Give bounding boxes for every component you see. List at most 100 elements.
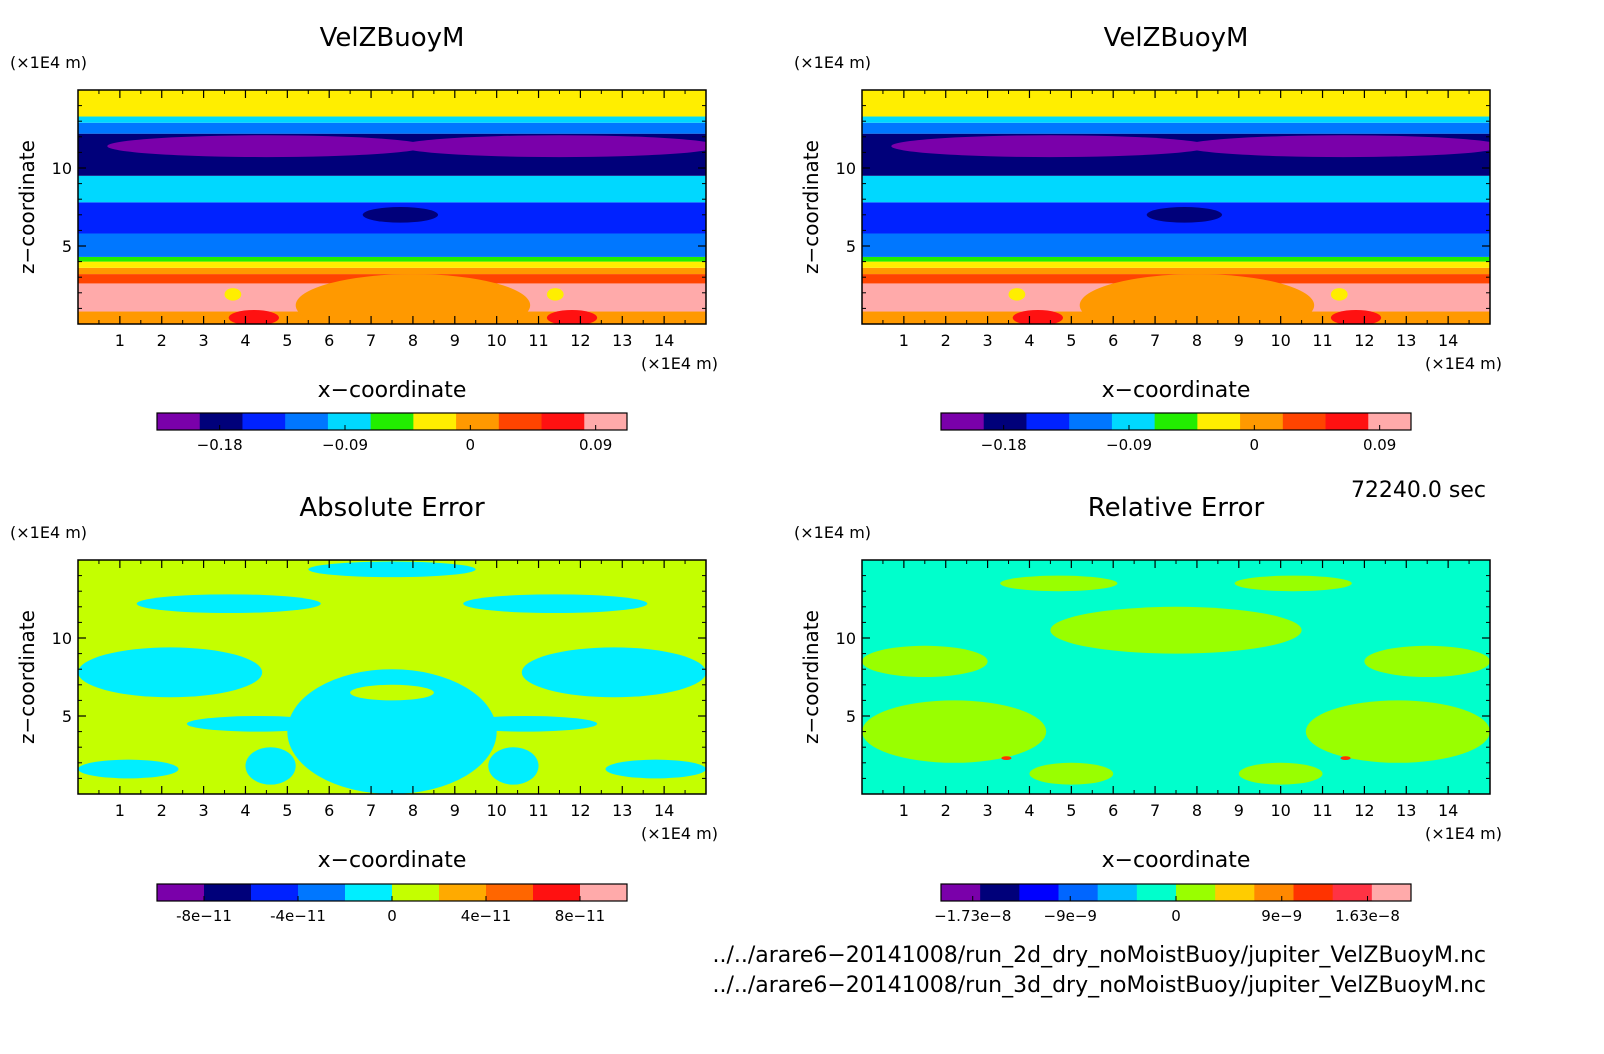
contour-feature-2 xyxy=(400,135,706,158)
colorbar-swatch-5 xyxy=(1111,413,1156,430)
x-tick-label: 2 xyxy=(941,801,951,820)
y-tick-label: 10 xyxy=(836,159,856,178)
contour-feature-5 xyxy=(1364,645,1490,678)
colorbar-tick-label: 8e−11 xyxy=(555,907,605,925)
y-axis-label: z−coordinate xyxy=(15,140,39,274)
y-unit-label: (×1E4 m) xyxy=(794,523,871,542)
x-tick-label: 8 xyxy=(408,331,418,350)
contour-feature-5 xyxy=(228,309,279,324)
x-axis-label: x−coordinate xyxy=(318,848,467,873)
x-tick-label: 5 xyxy=(282,331,292,350)
colorbar-tick-label: −0.18 xyxy=(981,436,1027,454)
x-tick-label: 10 xyxy=(486,801,506,820)
colorbar-swatch-6 xyxy=(392,884,440,901)
x-tick-label: 2 xyxy=(157,801,167,820)
x-unit-label: (×1E4 m) xyxy=(641,824,718,843)
contour-feature-11 xyxy=(488,747,539,785)
colorbar-tick-label: 0 xyxy=(1250,436,1260,454)
colorbar-swatch-6 xyxy=(1154,413,1198,430)
colorbar-swatch-5 xyxy=(1097,884,1138,901)
colorbar-swatch-5 xyxy=(345,884,393,901)
x-tick-label: 6 xyxy=(1108,331,1118,350)
colorbar-frame xyxy=(156,412,628,431)
colorbar-swatch-7 xyxy=(1197,413,1241,430)
y-tick-label: 10 xyxy=(52,159,72,178)
colorbar-swatch-4 xyxy=(1069,413,1113,430)
x-tick-label: 4 xyxy=(1024,801,1034,820)
colorbar-swatch-9 xyxy=(533,884,581,901)
colorbar-swatch-1 xyxy=(941,884,981,901)
chart-title: Absolute Error xyxy=(299,493,485,523)
contour-band-12 xyxy=(862,116,1490,123)
contour-band-9 xyxy=(78,175,706,203)
contour-feature-3 xyxy=(1146,207,1223,223)
file-path-1: ../../arare6−20141008/run_2d_dry_noMoist… xyxy=(712,943,1486,968)
y-tick-label: 10 xyxy=(52,629,72,648)
colorbar-swatch-3 xyxy=(1019,884,1059,901)
x-tick-label: 9 xyxy=(1234,801,1244,820)
contour-feature-6 xyxy=(1330,309,1382,324)
x-tick-label: 8 xyxy=(1192,331,1202,350)
contour-feature-10 xyxy=(1100,742,1252,768)
x-tick-label: 13 xyxy=(612,331,632,350)
x-tick-label: 13 xyxy=(1396,801,1416,820)
time-label: 72240.0 sec xyxy=(1350,478,1486,503)
x-tick-label: 6 xyxy=(324,331,334,350)
colorbar-swatch-2 xyxy=(983,413,1027,430)
x-tick-label: 1 xyxy=(899,801,909,820)
contour-band-5 xyxy=(862,261,1490,268)
x-tick-label: 7 xyxy=(366,331,376,350)
colorbar-swatch-7 xyxy=(439,884,487,901)
contour-feature-1 xyxy=(287,669,497,794)
colorbar: −0.18 −0.09 0 0.09 xyxy=(156,412,628,454)
y-axis-label: z−coordinate xyxy=(15,610,39,744)
x-tick-label: 12 xyxy=(570,331,590,350)
colorbar: −0.18 −0.09 0 0.09 xyxy=(940,412,1412,454)
colorbar-tick-label: -4e−11 xyxy=(270,907,326,925)
x-tick-label: 2 xyxy=(941,331,951,350)
y-tick-label: 10 xyxy=(836,629,856,648)
x-tick-label: 8 xyxy=(1192,801,1202,820)
contour-feature-13 xyxy=(354,641,430,657)
contour-feature-8 xyxy=(1029,762,1114,785)
contour-feature-6 xyxy=(186,716,330,732)
colorbar-swatch-4 xyxy=(298,884,346,901)
contour-feature-2 xyxy=(1184,135,1490,158)
contour-feature-9 xyxy=(605,759,706,779)
x-unit-label: (×1E4 m) xyxy=(1425,354,1502,373)
x-tick-label: 5 xyxy=(1066,801,1076,820)
colorbar-tick-label: −0.09 xyxy=(1106,436,1152,454)
x-tick-label: 1 xyxy=(899,331,909,350)
colorbar-swatch-3 xyxy=(1026,413,1070,430)
contour-feature-9 xyxy=(1238,762,1323,785)
contour-feature-4 xyxy=(1079,274,1315,324)
colorbar-tick-label: −0.09 xyxy=(322,436,368,454)
contour-feature-3 xyxy=(362,207,439,223)
colorbar-tick-label: 0 xyxy=(466,436,476,454)
x-tick-label: 11 xyxy=(528,801,548,820)
y-axis-label: z−coordinate xyxy=(799,610,823,744)
chart-title: VelZBuoyM xyxy=(320,23,465,53)
colorbar-swatch-12 xyxy=(1371,884,1412,901)
colorbar-swatch-1 xyxy=(157,884,205,901)
colorbar-tick-label: −0.18 xyxy=(197,436,243,454)
x-tick-label: 12 xyxy=(570,801,590,820)
contour-feature-4 xyxy=(136,594,321,614)
contour-field xyxy=(78,560,706,794)
colorbar-swatch-11 xyxy=(584,413,628,430)
contour-feature-12 xyxy=(308,561,476,578)
colorbar-tick-label: 0.09 xyxy=(1363,436,1396,454)
x-tick-label: 3 xyxy=(199,331,209,350)
colorbar-swatch-1 xyxy=(157,413,201,430)
colorbar-swatch-9 xyxy=(1282,413,1327,430)
colorbar-swatch-4 xyxy=(285,413,329,430)
x-tick-label: 9 xyxy=(1234,331,1244,350)
colorbar-swatch-7 xyxy=(413,413,457,430)
x-tick-label: 14 xyxy=(654,801,674,820)
colorbar-swatch-8 xyxy=(456,413,500,430)
contour-feature-6 xyxy=(546,309,598,324)
colorbar-swatch-11 xyxy=(1368,413,1412,430)
x-axis-label: x−coordinate xyxy=(318,378,467,403)
